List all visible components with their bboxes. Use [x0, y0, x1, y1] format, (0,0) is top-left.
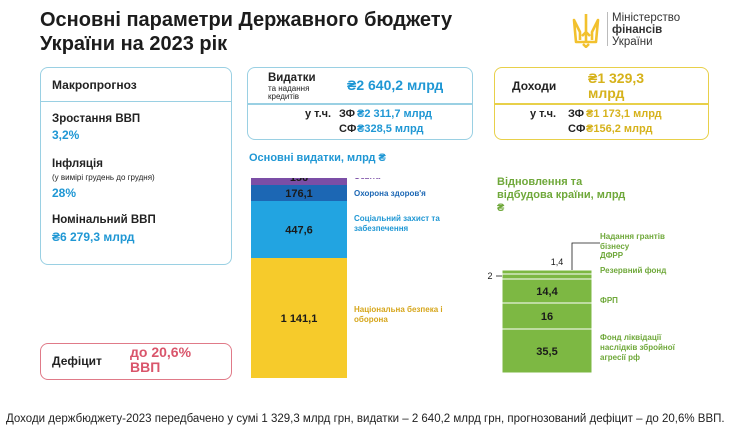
deficit-value: до 20,6% ВВП — [130, 345, 225, 375]
macro-forecast-card — [40, 67, 232, 265]
income-sf-label: СФ — [568, 123, 586, 135]
footnote: Доходи держбюджету-2023 передбачено у су… — [6, 413, 725, 425]
recovery-category-label-2: Резервний фонд — [600, 266, 666, 275]
expenses-bar-segment-2 — [251, 185, 347, 201]
nominal-gdp-value: ₴6 279,3 млрд — [52, 230, 135, 244]
deficit-value-line2: ВВП — [130, 359, 161, 375]
recovery-leader-line — [571, 242, 600, 270]
expenses-bar-value-1: 447,6 — [285, 225, 313, 237]
inflation-label: Інфляція — [52, 158, 103, 170]
recovery-bar-value-0: 35,5 — [536, 346, 557, 358]
inflation-note: (у вимірі грудень до грудня) — [52, 173, 155, 182]
macro-header-label: Макропрогноз — [52, 78, 137, 92]
income-total: ₴1 329,3 млрд — [588, 71, 644, 101]
page-title-line1: Основні параметри Державного бюджету — [40, 9, 453, 31]
income-label: Доходи — [512, 79, 557, 93]
logo-line1: Міністерство — [612, 12, 681, 24]
expenses-bar-segment-1 — [251, 201, 347, 258]
recovery-bar-segment-3 — [501, 273, 593, 280]
income-incl: у т.ч. — [530, 108, 557, 120]
expenses-category-label-1: Соціальний захист та забезпечення — [354, 214, 440, 233]
recovery-bar-segment-2 — [501, 278, 593, 304]
recovery-stacked-chart: 35,5 Фонд ліквідації наслідків збройної агр… — [487, 232, 676, 374]
income-total-line1: ₴1 329,3 — [588, 70, 645, 86]
expenses-sublabel-line1: та надання — [268, 84, 310, 93]
gdp-growth-value: 3,2% — [52, 128, 80, 142]
expenses-zf-label: ЗФ — [339, 108, 356, 120]
recovery-category-label-4: Надання грантів бізнесу — [600, 232, 665, 251]
recovery-bar-value-4: 1,4 — [551, 257, 564, 267]
deficit-value-line1: до 20,6% — [130, 344, 192, 360]
recovery-bar-value-2: 14,4 — [536, 286, 558, 298]
expenses-zf-value: ₴2 311,7 млрд — [357, 108, 433, 120]
recovery-category-label-1: ФРП — [600, 296, 618, 305]
logo-line2: фінансів — [612, 24, 663, 36]
expenses-stacked-chart: 1 141,1 Національна безпека і оборона 447,6… — [251, 178, 443, 378]
income-zf-value: ₴1 173,1 млрд — [586, 108, 662, 120]
gdp-growth-label: Зростання ВВП — [52, 113, 141, 125]
income-zf-label: ЗФ — [568, 108, 585, 120]
expenses-divider — [247, 103, 473, 105]
expenses-bar-segment-3 — [251, 178, 347, 185]
expenses-category-label-2: Охорона здоров'я — [354, 189, 426, 198]
logo-divider — [607, 12, 608, 46]
recovery-bar-value-3: 2 — [487, 271, 492, 281]
income-divider — [494, 103, 709, 105]
income-sf-value: ₴156,2 млрд — [586, 123, 653, 135]
inflation-value: 28% — [52, 186, 77, 200]
expenses-bar-value-3: 156 — [290, 178, 308, 184]
trident-icon — [572, 14, 600, 48]
expenses-bar-value-0: 1 141,1 — [281, 313, 318, 325]
expenses-bar-value-2: 176,1 — [285, 188, 313, 200]
deficit-label: Дефіцит — [52, 354, 102, 368]
expenses-sublabel: та надання кредитів — [268, 85, 309, 101]
expenses-incl: у т.ч. — [305, 108, 332, 120]
expenses-sf-label: СФ — [339, 123, 357, 135]
expenses-label: Видатки — [268, 72, 316, 84]
ministry-logo-text: Міністерство фінансів України — [612, 12, 680, 48]
macro-forecast-header — [40, 67, 232, 102]
income-total-line2: млрд — [588, 85, 625, 101]
page-title-line2: України на 2023 рік — [40, 33, 228, 55]
recovery-chart-title: Відновлення та відбудова країни, млрд ₴ — [497, 176, 626, 214]
nominal-gdp-label: Номінальний ВВП — [52, 214, 156, 226]
deficit-card — [40, 343, 232, 380]
recovery-bar-value-1: 16 — [541, 311, 553, 323]
expenses-category-label-3: Освіта — [354, 178, 381, 181]
expenses-sf-value: ₴328,5 млрд — [357, 123, 424, 135]
expenses-sublabel-line2: кредитів — [268, 92, 300, 101]
expenses-category-label-0: Національна безпека і оборона — [354, 305, 443, 324]
expenses-chart-title: Основні видатки, млрд ₴ — [249, 152, 386, 164]
recovery-category-label-3: ДФРР — [600, 251, 624, 260]
expenses-bar-segment-0 — [251, 258, 347, 378]
recovery-category-label-0: Фонд ліквідації наслідків збройної агресії… — [600, 333, 676, 362]
logo-line3: України — [612, 36, 653, 48]
expenses-total: ₴2 640,2 млрд — [347, 77, 444, 93]
page-title: Основні параметри Державного бюджету Укр… — [40, 8, 510, 56]
recovery-bar-segment-4 — [501, 269, 593, 275]
